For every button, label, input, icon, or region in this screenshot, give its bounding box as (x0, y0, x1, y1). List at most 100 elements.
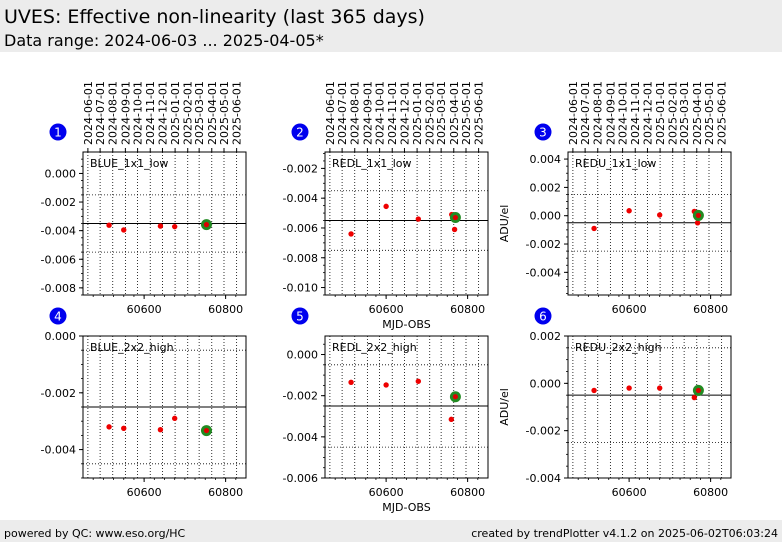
y-tick-label: -0.008 (283, 252, 318, 265)
date-tick-label: 2024-06-01 (324, 81, 337, 145)
data-point (383, 203, 389, 210)
y-tick-label: -0.010 (283, 282, 318, 295)
date-tick-label: 2024-10-01 (617, 81, 630, 145)
data-point (626, 208, 632, 214)
date-tick-label: 2025-02-01 (667, 81, 680, 145)
latest-point-core (452, 394, 458, 400)
panel-number-badge (49, 123, 67, 141)
footer-bar: powered by QC: www.eso.org/HC created by… (0, 520, 782, 542)
date-tick-label: 2024-09-01 (119, 81, 132, 145)
y-tick-label: 0.002 (530, 181, 562, 194)
data-point (171, 415, 178, 422)
date-tick-label: 2025-04-01 (206, 81, 219, 145)
date-tick-label: 2024-07-01 (94, 81, 107, 145)
y-tick-label: -0.002 (526, 425, 561, 438)
panel-number-badge (291, 307, 309, 325)
x-tick-label: 60600 (612, 486, 647, 499)
date-tick-label: 2025-06-01 (231, 81, 244, 145)
panel-6: 0.002 0.000 -0.002 -0.004 60600 60800 REDU_2x2… (498, 307, 732, 499)
date-tick-label: 2025-04-01 (448, 81, 461, 145)
y-tick-label: -0.004 (526, 266, 561, 279)
x-tick-label: 60800 (693, 303, 728, 316)
x-tick-label: 60600 (127, 303, 162, 316)
panel-5: 0.000 -0.002 -0.004 -0.006 60600 60800 REDL_2x… (283, 307, 489, 514)
panel-label: REDL_2x2_high (332, 341, 417, 354)
data-point (121, 227, 127, 233)
y-axis-label: ADU/el (498, 205, 511, 243)
y-tick-label: 0.000 (45, 330, 77, 343)
y-tick-label: -0.006 (283, 472, 318, 485)
data-point (106, 424, 112, 430)
date-tick-label: 2025-05-01 (703, 81, 716, 145)
x-tick-label: 60600 (369, 303, 404, 316)
x-tick-label: 60600 (369, 486, 404, 499)
panel-number-badge (534, 123, 552, 141)
date-tick-label: 2025-02-01 (424, 81, 437, 145)
y-tick-label: -0.004 (283, 431, 318, 444)
panel-number-badge (534, 307, 552, 325)
panel-2: -0.002 -0.004 -0.006 -0.008 -0.010 60600 60800… (283, 81, 489, 331)
x-tick-label: 60600 (612, 303, 647, 316)
date-tick-label: 2025-01-01 (169, 81, 182, 145)
y-tick-label: -0.002 (41, 387, 76, 400)
date-tick-label: 2025-01-01 (654, 81, 667, 145)
y-tick-label: -0.002 (41, 196, 76, 209)
data-point (451, 226, 458, 233)
page-title: UVES: Effective non-linearity (last 365 … (4, 6, 425, 28)
y-tick-label: -0.004 (526, 472, 561, 485)
date-tick-label: 2025-03-01 (193, 81, 206, 145)
date-tick-label: 2024-10-01 (374, 81, 387, 145)
date-tick-label: 2024-09-01 (604, 81, 617, 145)
latest-point-core (203, 427, 210, 434)
date-tick-label: 2024-08-01 (592, 81, 605, 145)
date-tick-label: 2024-09-01 (361, 81, 374, 145)
data-point (415, 378, 422, 384)
panel-number-badge (291, 123, 309, 141)
x-tick-label: 60600 (127, 486, 162, 499)
data-point (348, 231, 354, 237)
axes-frame (324, 335, 489, 479)
data-point (656, 212, 663, 218)
panel-label: REDL_1x1_low (332, 157, 411, 170)
y-tick-label: 0.000 (530, 210, 562, 223)
y-tick-label: -0.006 (283, 222, 318, 235)
y-tick-label: 0.000 (287, 349, 319, 362)
date-tick-label: 2025-06-01 (716, 81, 729, 145)
date-tick-label: 2024-12-01 (156, 81, 169, 145)
y-tick-label: 0.000 (530, 377, 562, 390)
axes-frame (567, 335, 732, 479)
panel-1: 0.000 -0.002 -0.004 -0.006 -0.008 60600 60800 2… (41, 81, 247, 316)
y-axis-label: ADU/el (498, 388, 511, 426)
panel-number-badge (49, 307, 67, 325)
x-tick-label: 60800 (450, 486, 485, 499)
date-tick-label: 2025-06-01 (473, 81, 486, 145)
panel-4: 0.000 -0.002 -0.004 60600 60800 BLUE_2x2_high… (41, 307, 247, 499)
date-tick-label: 2025-05-01 (218, 81, 231, 145)
latest-point-core (203, 222, 210, 228)
data-point (591, 387, 597, 394)
date-tick-label: 2024-06-01 (82, 81, 95, 145)
data-point (691, 394, 698, 401)
date-tick-label: 2025-05-01 (460, 81, 473, 145)
data-point (415, 216, 422, 222)
date-tick-label: 2025-04-01 (691, 81, 704, 145)
panel-number: 5 (296, 310, 304, 324)
x-tick-label: 60800 (208, 303, 243, 316)
date-tick-label: 2024-07-01 (336, 81, 349, 145)
y-tick-label: 0.002 (530, 330, 562, 343)
data-point (626, 385, 632, 391)
latest-point-core (452, 214, 458, 221)
footer-created-by: created by trendPlotter v4.1.2 on 2025-0… (471, 527, 778, 540)
date-tick-label: 2024-11-01 (144, 81, 157, 145)
date-tick-label: 2024-12-01 (398, 81, 411, 145)
panel-label: REDU_1x1_low (575, 157, 656, 170)
x-tick-label: 60800 (693, 486, 728, 499)
y-tick-label: -0.002 (283, 390, 318, 403)
data-point (121, 425, 127, 431)
data-point (694, 220, 701, 226)
header-bar: UVES: Effective non-linearity (last 365 … (0, 0, 782, 52)
data-point (157, 427, 164, 433)
data-point (383, 382, 389, 388)
panel-label: BLUE_1x1_low (90, 157, 168, 170)
